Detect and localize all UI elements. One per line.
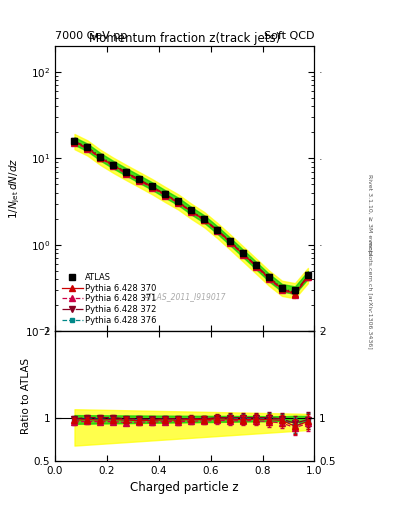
Text: 7000 GeV pp: 7000 GeV pp bbox=[55, 31, 127, 41]
Legend: ATLAS, Pythia 6.428 370, Pythia 6.428 371, Pythia 6.428 372, Pythia 6.428 376: ATLAS, Pythia 6.428 370, Pythia 6.428 37… bbox=[59, 270, 159, 327]
Y-axis label: Ratio to ATLAS: Ratio to ATLAS bbox=[21, 358, 31, 434]
X-axis label: Charged particle z: Charged particle z bbox=[130, 481, 239, 494]
Y-axis label: $1/N_\mathrm{jet}\,dN/dz$: $1/N_\mathrm{jet}\,dN/dz$ bbox=[7, 158, 22, 219]
Text: mcplots.cern.ch [arXiv:1306.3436]: mcplots.cern.ch [arXiv:1306.3436] bbox=[367, 240, 372, 349]
Text: ATLAS_2011_I919017: ATLAS_2011_I919017 bbox=[143, 292, 226, 302]
Text: Rivet 3.1.10, ≥ 3M events: Rivet 3.1.10, ≥ 3M events bbox=[367, 174, 372, 256]
Text: Soft QCD: Soft QCD bbox=[264, 31, 314, 41]
Title: Momentum fraction z(track jets): Momentum fraction z(track jets) bbox=[89, 32, 280, 45]
